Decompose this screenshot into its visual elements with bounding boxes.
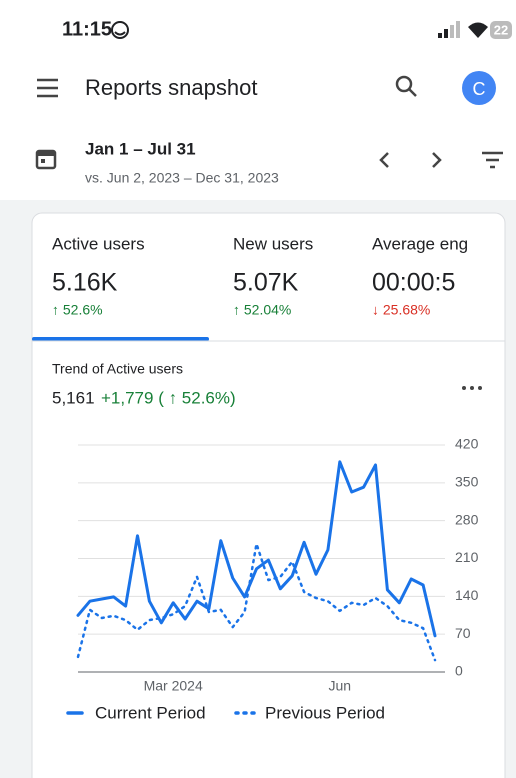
y-tick-label: 140 <box>455 587 479 603</box>
metric-change: ↓ 25.68% <box>372 302 430 318</box>
calendar-icon[interactable] <box>37 151 55 168</box>
date-range[interactable]: Jan 1 – Jul 31 <box>85 139 196 158</box>
active-tab-indicator <box>32 337 209 341</box>
x-tick-label: Jun <box>329 678 352 694</box>
status-time: 11:15 <box>62 18 112 40</box>
menu-button[interactable] <box>37 80 58 96</box>
filter-button[interactable] <box>482 153 503 167</box>
metric-value: 00:00:5 <box>372 269 455 297</box>
metric-change: ↑ 52.04% <box>233 302 291 318</box>
date-compare: vs. Jun 2, 2023 – Dec 31, 2023 <box>85 170 279 186</box>
next-button[interactable] <box>433 153 440 167</box>
metric-value: 5.16K <box>52 269 118 297</box>
avatar-initial: C <box>473 79 486 99</box>
metric-label[interactable]: New users <box>233 234 313 253</box>
legend-label[interactable]: Previous Period <box>265 703 385 722</box>
signal-icon <box>438 21 460 38</box>
metric-value: 5.07K <box>233 269 299 297</box>
x-tick-label: Mar 2024 <box>144 678 203 694</box>
y-tick-label: 420 <box>455 436 479 452</box>
chart-delta: +1,779 ( ↑ 52.6%) <box>101 388 236 407</box>
page-title: Reports snapshot <box>85 75 257 100</box>
screen: 11:15 22 Reports snapshot C Jan 1 – Jul … <box>0 0 516 778</box>
y-tick-label: 210 <box>455 549 479 565</box>
more-button[interactable] <box>462 386 482 390</box>
search-button[interactable] <box>397 77 416 96</box>
legend-label[interactable]: Current Period <box>95 703 206 722</box>
y-tick-label: 280 <box>455 511 479 527</box>
y-tick-label: 70 <box>455 625 471 641</box>
metric-change: ↑ 52.6% <box>52 302 103 318</box>
battery-level: 22 <box>494 22 508 37</box>
status-emoji <box>112 22 128 38</box>
chart-title: Trend of Active users <box>52 361 183 377</box>
metric-label[interactable]: Average eng <box>372 234 468 253</box>
wifi-icon <box>468 23 488 39</box>
y-tick-label: 350 <box>455 474 479 490</box>
card <box>32 213 505 778</box>
prev-button[interactable] <box>381 153 388 167</box>
y-tick-label: 0 <box>455 663 463 679</box>
page: 11:15 22 Reports snapshot C Jan 1 – Jul … <box>0 0 516 778</box>
chart-total: 5,161 <box>52 388 95 407</box>
metric-label[interactable]: Active users <box>52 234 145 253</box>
